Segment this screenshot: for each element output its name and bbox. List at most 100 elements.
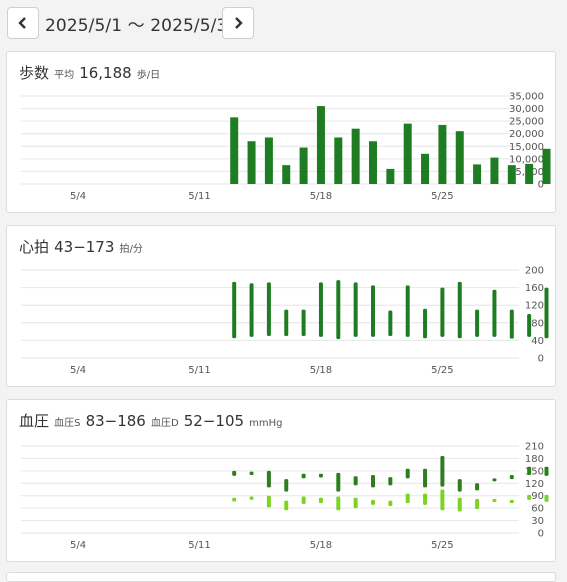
y-tick-label: 20,000 (509, 129, 544, 140)
heart-rate-bar (388, 310, 393, 336)
y-tick-label: 210 (525, 442, 544, 453)
diastolic-bar (544, 494, 549, 502)
chevron-left-icon (18, 17, 26, 29)
heart-rate-bar (492, 289, 497, 337)
steps-bar (386, 168, 395, 184)
heart-rate-bar (405, 285, 410, 337)
systolic-bar (284, 479, 289, 492)
heart-rate-bar (353, 282, 358, 337)
steps-card[interactable]: 歩数 平均 16,188 歩/日 05,00010,00015,00020,00… (6, 51, 556, 213)
systolic-bar (440, 455, 445, 487)
date-range-label: 2025/5/1 〜 2025/5/31 (45, 16, 239, 36)
x-tick-label: 5/25 (431, 365, 453, 376)
diastolic-bar (457, 497, 462, 512)
systolic-bar (405, 468, 410, 479)
heart-rate-bar (457, 281, 462, 339)
y-tick-label: 30,000 (509, 104, 544, 115)
steps-bar (351, 128, 360, 184)
steps-bar (525, 163, 534, 184)
y-tick-label: 60 (531, 504, 544, 515)
y-tick-label: 0 (538, 354, 544, 365)
diastolic-bar (318, 497, 323, 504)
y-tick-label: 160 (525, 283, 544, 294)
systolic-bar (232, 470, 237, 476)
y-tick-label: 10,000 (509, 154, 544, 165)
y-tick-label: 200 (525, 266, 544, 277)
heart-unit: 拍/分 (119, 244, 143, 255)
heart-rate-bar (301, 309, 306, 336)
y-tick-label: 25,000 (509, 117, 544, 128)
diastolic-bar (423, 493, 428, 505)
heart-rate-bar (544, 287, 549, 339)
steps-bar (247, 141, 256, 184)
systolic-bar (527, 466, 532, 475)
diastolic-bar (232, 497, 237, 502)
steps-avg-label: 平均 (54, 70, 75, 81)
diastolic-bar (249, 496, 254, 500)
diastolic-bar (301, 496, 306, 504)
heart-rate-bar (318, 282, 323, 337)
y-tick-label: 15,000 (509, 142, 544, 153)
heart-rate-bar (249, 283, 254, 337)
steps-bar (490, 157, 499, 184)
y-tick-label: 150 (525, 466, 544, 477)
heart-title: 心拍 (19, 238, 50, 256)
x-tick-label: 5/18 (310, 540, 332, 551)
heart-range: 43−173 (54, 238, 115, 256)
y-tick-label: 120 (525, 479, 544, 490)
systolic-bar (509, 475, 514, 480)
date-navigation: 2025/5/1 〜 2025/5/31 (0, 0, 567, 46)
steps-bar (369, 141, 377, 184)
steps-bar (507, 165, 516, 184)
heart-rate-bar (475, 309, 480, 337)
x-tick-label: 5/25 (431, 191, 453, 202)
bp-unit: mmHg (249, 418, 283, 429)
heart-rate-bar (527, 314, 532, 337)
heart-rate-card[interactable]: 心拍 43−173 拍/分 0 40 80 120 160 200 5/4 5/11 5/18 5… (6, 225, 556, 387)
steps-bar (421, 153, 430, 184)
next-card-edge (6, 572, 556, 582)
x-tick-label: 5/11 (188, 365, 210, 376)
y-tick-label: 0 (538, 180, 544, 191)
steps-chart: 05,00010,00015,00020,00025,00030,00035,0… (21, 92, 551, 202)
diastolic-bar (405, 493, 410, 504)
y-tick-label: 40 (531, 336, 544, 347)
systolic-bar (544, 466, 549, 476)
y-tick-label: 90 (531, 491, 544, 502)
bp-title-row: 血圧 血圧S 83−186 血圧D 52−105 mmHg (19, 410, 283, 431)
heart-rate-chart: 0 40 80 120 160 200 5/4 5/11 5/18 5/25 (21, 266, 549, 376)
diastolic-bar (509, 499, 514, 504)
diastolic-bar (475, 499, 480, 509)
systolic-bar (318, 473, 323, 478)
diastolic-bar (527, 494, 532, 500)
systolic-bar (249, 471, 254, 475)
steps-bar (282, 165, 291, 184)
diastolic-bar (440, 489, 445, 511)
heart-rate-bar (509, 309, 514, 339)
bp-s-label: 血圧S (54, 418, 81, 429)
diastolic-bar (336, 496, 341, 511)
next-month-button[interactable] (222, 7, 254, 39)
steps-bar (542, 148, 551, 184)
diastolic-bar (353, 497, 358, 509)
steps-bar (230, 117, 239, 184)
diastolic-bar (266, 495, 271, 508)
heart-rate-bar (284, 309, 289, 336)
steps-title-row: 歩数 平均 16,188 歩/日 (19, 62, 160, 83)
systolic-bar (266, 470, 271, 488)
prev-month-button[interactable] (7, 7, 39, 39)
steps-bar (264, 137, 273, 184)
x-tick-label: 5/11 (188, 191, 210, 202)
x-tick-label: 5/4 (70, 365, 86, 376)
steps-bar (403, 123, 412, 184)
steps-bar (316, 106, 325, 184)
steps-avg-value: 16,188 (79, 64, 132, 82)
diastolic-bar (371, 499, 375, 505)
y-tick-label: 0 (538, 529, 544, 540)
steps-bar (299, 147, 308, 184)
systolic-bar (388, 477, 393, 486)
x-tick-label: 5/11 (188, 540, 210, 551)
blood-pressure-card[interactable]: 血圧 血圧S 83−186 血圧D 52−105 mmHg 0 30 60 90 120… (6, 399, 556, 562)
x-tick-label: 5/4 (70, 191, 86, 202)
